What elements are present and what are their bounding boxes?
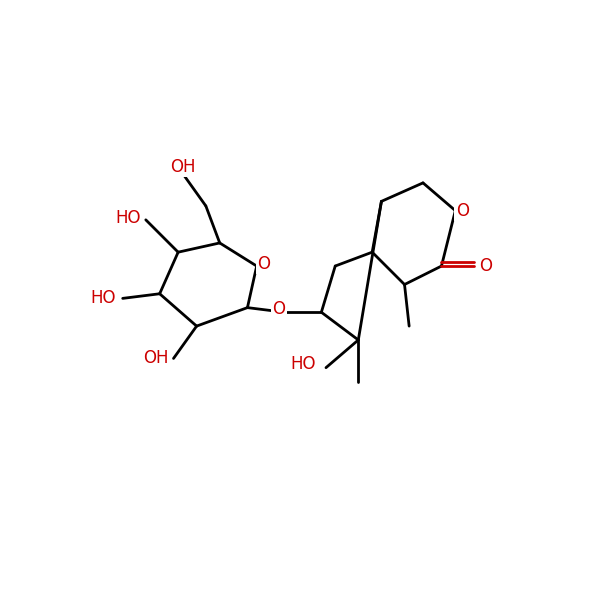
Text: O: O [257,255,270,273]
Text: OH: OH [143,349,169,367]
Text: OH: OH [170,158,196,176]
Text: O: O [272,299,286,317]
Text: HO: HO [290,355,316,373]
Text: HO: HO [90,289,116,307]
Text: O: O [456,202,469,220]
Text: O: O [479,257,492,275]
Text: HO: HO [116,209,141,227]
